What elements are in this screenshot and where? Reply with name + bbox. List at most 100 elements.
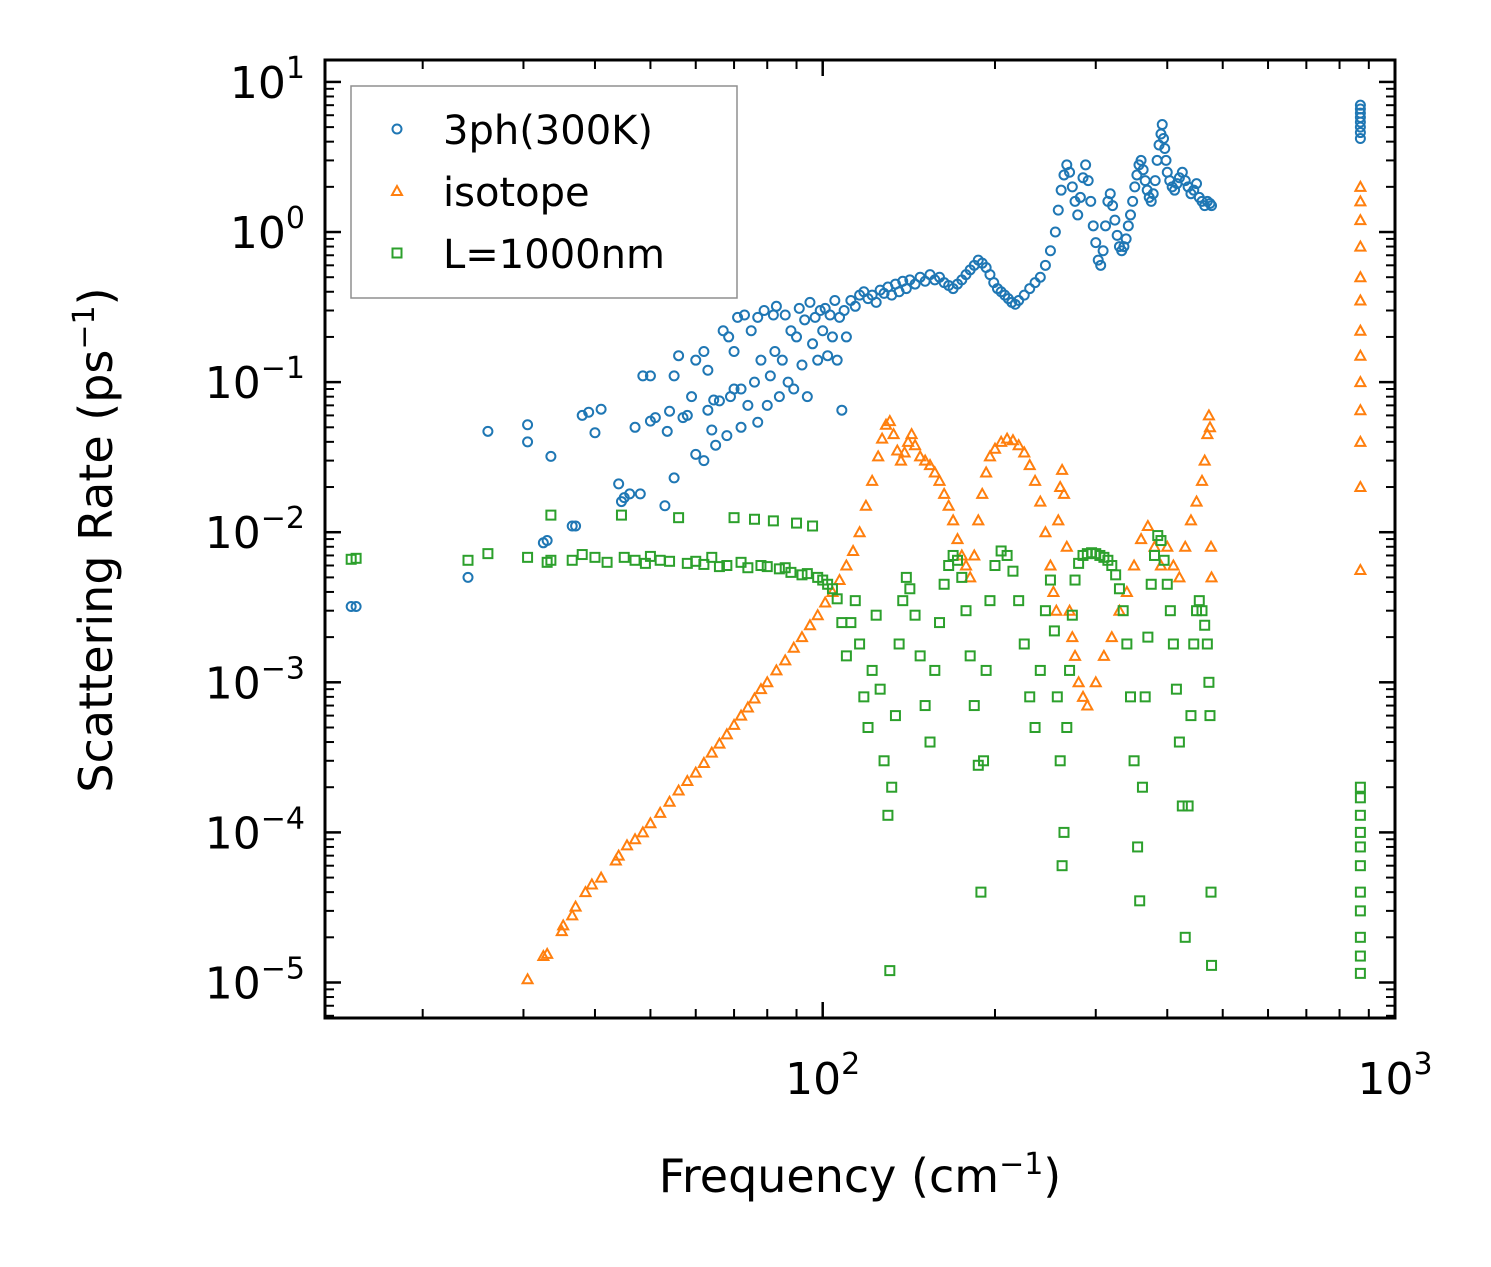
data-point	[566, 520, 578, 532]
data-point	[854, 638, 866, 650]
data-point	[1353, 562, 1368, 576]
data-point	[1110, 569, 1122, 581]
data-point	[862, 721, 874, 733]
data-point	[1137, 164, 1149, 176]
data-point	[964, 650, 976, 662]
data-point	[1044, 245, 1056, 257]
data-point	[773, 563, 785, 575]
data-point	[634, 488, 646, 500]
data-point	[1113, 583, 1125, 595]
y-tick-label: 101	[230, 51, 305, 109]
data-point	[956, 571, 968, 583]
data-point	[796, 359, 808, 371]
data-point	[668, 472, 680, 484]
legend-marker-circle	[391, 123, 403, 135]
data-point	[1001, 549, 1013, 561]
data-point	[767, 515, 779, 527]
data-point	[791, 517, 803, 529]
data-point	[661, 425, 673, 437]
legend-box	[350, 85, 738, 299]
data-point	[1206, 959, 1218, 971]
x-tick-label: 102	[785, 1047, 860, 1105]
data-point	[890, 443, 904, 456]
data-point	[779, 309, 791, 321]
legend-label-isotope: isotope	[443, 170, 590, 216]
data-point	[680, 773, 695, 787]
data-point	[1158, 132, 1170, 144]
data-point	[629, 554, 641, 566]
data-point	[809, 311, 821, 323]
data-point	[681, 409, 693, 421]
data-point	[904, 427, 919, 440]
data-point	[637, 370, 649, 382]
legend: 3ph(300K) isotope L=1000nm	[350, 85, 738, 299]
data-point	[1017, 445, 1031, 458]
data-point	[686, 391, 698, 403]
data-point	[350, 552, 362, 564]
data-point	[1129, 181, 1141, 193]
data-point	[1055, 462, 1069, 475]
data-point	[824, 309, 836, 321]
data-point	[988, 441, 1002, 454]
data-point	[1028, 473, 1042, 486]
y-tick-label: 10−3	[205, 651, 305, 709]
data-point	[1204, 570, 1219, 583]
data-point	[1172, 570, 1187, 583]
data-point	[1054, 755, 1066, 767]
data-point	[1057, 486, 1071, 499]
data-point	[1006, 433, 1020, 446]
data-point	[1034, 271, 1046, 283]
data-point	[1185, 710, 1197, 722]
data-point	[938, 578, 950, 590]
data-point	[705, 745, 719, 758]
data-point	[831, 354, 843, 366]
data-point	[1024, 283, 1036, 295]
data-point	[589, 427, 601, 439]
data-point	[755, 354, 767, 366]
data-point	[1161, 578, 1173, 590]
data-point	[624, 488, 636, 500]
data-point	[1195, 473, 1209, 486]
legend-marker-triangle	[390, 183, 404, 196]
data-point	[690, 448, 702, 460]
data-point	[1203, 676, 1215, 688]
data-point	[1058, 169, 1070, 181]
data-point	[937, 486, 951, 499]
data-point	[1105, 630, 1119, 643]
data-point	[720, 727, 734, 740]
data-point	[1128, 755, 1140, 767]
data-point	[1066, 181, 1078, 193]
data-point	[886, 781, 898, 793]
data-point	[1024, 691, 1036, 703]
data-point	[698, 558, 710, 570]
data-point	[1104, 188, 1116, 200]
data-point	[745, 325, 757, 337]
data-point	[1145, 578, 1157, 590]
data-point	[812, 354, 824, 366]
data-point	[1155, 535, 1167, 547]
data-point	[1205, 886, 1217, 898]
data-point	[1043, 558, 1058, 571]
data-point	[697, 755, 711, 768]
data-point	[840, 650, 852, 662]
data-point	[807, 520, 819, 532]
data-point	[836, 404, 848, 416]
data-point	[1046, 584, 1061, 597]
data-point	[761, 399, 773, 411]
data-point	[706, 551, 718, 563]
data-point	[1127, 558, 1141, 571]
data-point	[734, 708, 748, 721]
data-point	[615, 509, 627, 521]
data-point	[1203, 420, 1217, 433]
data-point	[1023, 458, 1037, 471]
data-point	[741, 700, 755, 713]
data-point	[908, 438, 922, 451]
x-axis-title: Frequency (cm−1)	[659, 1147, 1062, 1203]
data-point	[1354, 127, 1366, 139]
data-point	[846, 543, 860, 556]
data-point	[721, 560, 733, 572]
data-point	[968, 700, 980, 712]
data-point	[1080, 159, 1092, 171]
data-point	[664, 405, 676, 417]
